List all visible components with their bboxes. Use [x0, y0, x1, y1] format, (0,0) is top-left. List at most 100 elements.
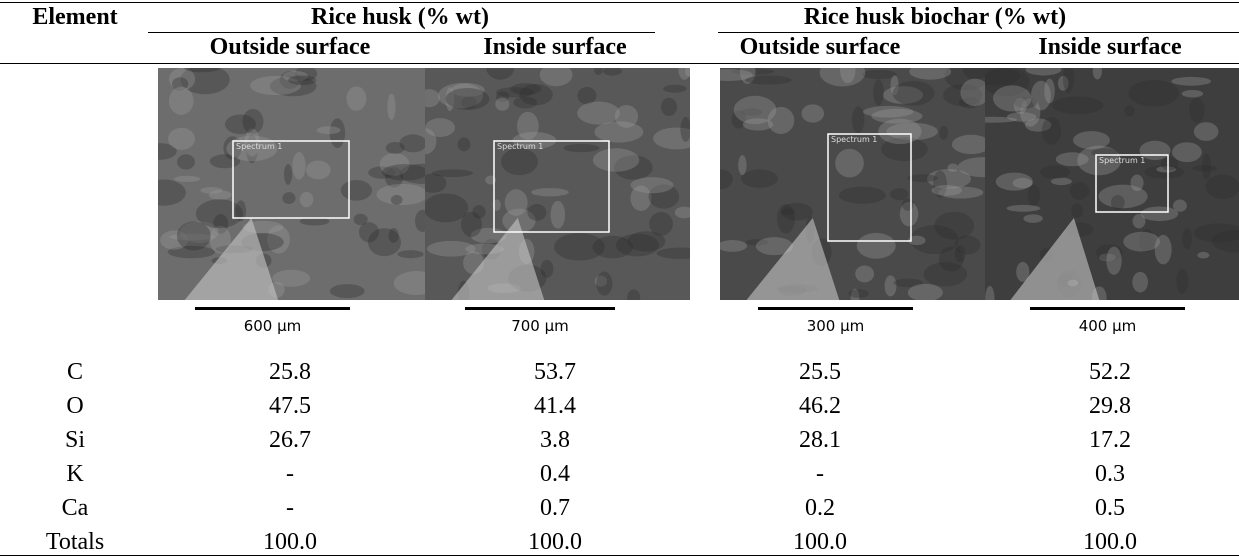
image-texture	[890, 188, 909, 201]
cell: 3.8	[540, 427, 570, 453]
column-header: Inside surface	[483, 34, 627, 60]
row-label: K	[66, 461, 84, 487]
image-texture	[358, 222, 380, 243]
image-texture	[425, 118, 455, 137]
image-texture	[563, 143, 600, 153]
cell: 17.2	[1089, 427, 1131, 453]
image-texture	[1057, 75, 1069, 91]
image-texture	[985, 116, 1018, 123]
cell: 41.4	[534, 393, 576, 419]
image-texture	[224, 114, 256, 135]
image-texture	[158, 179, 186, 206]
image-texture	[1176, 268, 1189, 294]
image-texture	[648, 184, 680, 209]
image-texture	[1181, 89, 1204, 98]
image-texture	[1020, 98, 1041, 127]
image-texture	[594, 121, 644, 143]
image-texture	[504, 189, 528, 216]
row-label: Totals	[45, 529, 105, 555]
image-texture	[517, 111, 539, 140]
image-texture	[1006, 112, 1037, 122]
image-texture	[745, 75, 792, 85]
image-texture	[1073, 131, 1110, 150]
cell: 0.3	[1095, 461, 1125, 487]
image-texture	[985, 68, 1030, 97]
cell: -	[286, 495, 294, 521]
image-texture	[741, 169, 778, 188]
image-texture	[848, 289, 869, 298]
image-texture	[592, 235, 633, 259]
scale-label: 400 µm	[1078, 317, 1137, 335]
image-texture	[767, 106, 795, 135]
image-texture	[158, 143, 177, 160]
image-texture	[819, 68, 866, 87]
image-texture	[554, 233, 605, 261]
scale-bar	[758, 307, 913, 310]
image-texture	[1193, 223, 1239, 243]
scale-label: 600 µm	[243, 317, 302, 335]
image-texture	[1124, 105, 1135, 117]
image-texture	[627, 231, 666, 252]
spectrum-label: Spectrum 1	[1099, 156, 1145, 165]
image-texture	[1039, 165, 1071, 179]
image-texture	[242, 108, 264, 134]
image-texture	[801, 104, 825, 123]
image-texture	[1132, 271, 1149, 293]
image-texture	[1192, 165, 1218, 172]
image-texture	[246, 135, 258, 164]
image-texture	[381, 164, 425, 181]
spectrum-box	[493, 140, 610, 233]
cell: 25.5	[799, 359, 841, 385]
image-texture	[169, 68, 196, 91]
sem-image: Spectrum 1	[158, 68, 425, 300]
image-texture	[180, 68, 230, 95]
group-header: Rice husk biochar (% wt)	[803, 4, 1067, 30]
image-texture	[1024, 118, 1052, 132]
image-texture	[838, 186, 886, 204]
image-texture	[1099, 253, 1116, 262]
image-texture	[540, 259, 554, 278]
scale-label: 700 µm	[511, 317, 569, 335]
image-texture	[947, 163, 959, 172]
image-texture	[213, 214, 229, 234]
scale-bar	[465, 307, 615, 310]
image-texture	[1154, 234, 1172, 265]
image-texture	[851, 106, 865, 134]
image-texture	[169, 233, 215, 241]
image-texture	[1197, 251, 1210, 259]
image-texture	[944, 68, 985, 91]
image-texture	[1096, 244, 1123, 262]
image-texture	[519, 83, 553, 106]
image-texture	[388, 228, 399, 243]
image-texture	[613, 155, 653, 180]
image-texture	[283, 163, 293, 185]
cell: 25.8	[269, 359, 311, 385]
image-texture	[425, 68, 690, 300]
image-texture	[1144, 165, 1185, 179]
image-texture	[195, 199, 243, 229]
image-texture	[614, 104, 639, 128]
image-texture	[173, 175, 201, 183]
image-texture	[850, 288, 860, 300]
image-texture	[738, 155, 747, 176]
image-texture	[1140, 206, 1179, 222]
image-texture	[893, 278, 923, 288]
element-header: Element	[32, 4, 118, 30]
spectrum-box	[1095, 154, 1169, 213]
image-texture	[1050, 177, 1072, 186]
cell: 100.0	[528, 529, 582, 555]
image-texture	[861, 69, 897, 80]
image-texture	[1010, 218, 1100, 300]
cell: 52.2	[1089, 359, 1131, 385]
cell: 47.5	[269, 393, 311, 419]
image-texture	[1128, 79, 1180, 107]
image-texture	[720, 69, 753, 81]
image-texture	[960, 78, 985, 107]
image-texture	[855, 265, 875, 283]
image-texture	[445, 87, 490, 111]
image-texture	[630, 177, 674, 194]
image-texture	[907, 283, 943, 300]
image-texture	[244, 128, 260, 157]
image-texture	[376, 183, 425, 206]
image-texture	[292, 152, 306, 180]
